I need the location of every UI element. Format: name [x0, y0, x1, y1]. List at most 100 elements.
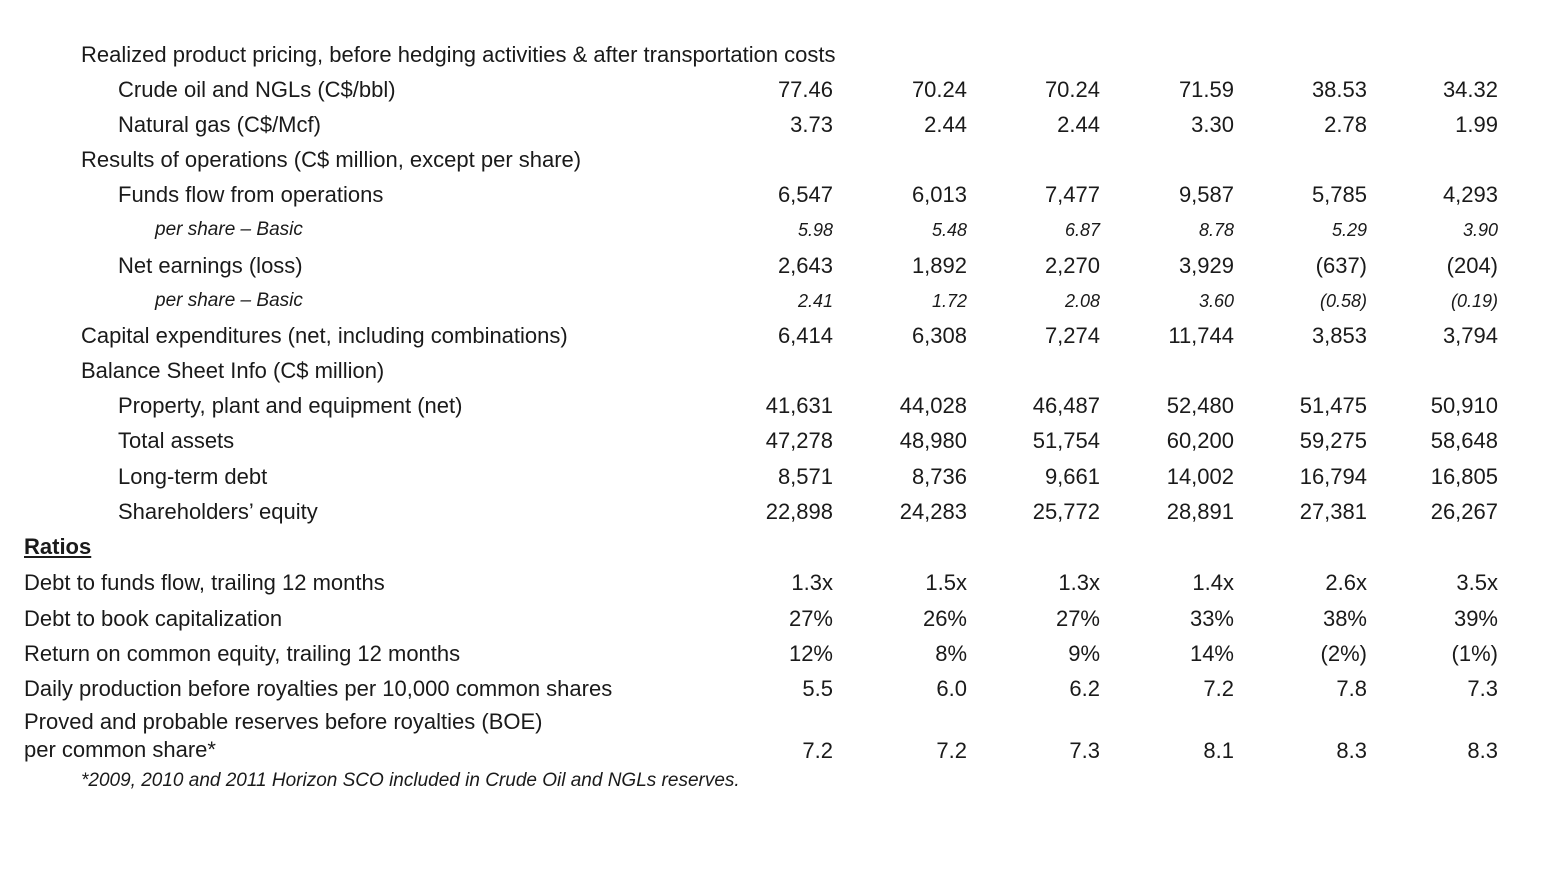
- cell-value: 14,002: [1166, 464, 1234, 489]
- cell-value: 22,898: [765, 499, 833, 524]
- table-row: Total assets 47,278 48,980 51,754 60,200…: [0, 424, 1545, 458]
- cell-value: 6.87: [1064, 220, 1100, 240]
- row-label: Debt to funds flow, trailing 12 months: [24, 570, 385, 595]
- cell-value: 77.46: [777, 77, 833, 102]
- cell-value: 8.78: [1198, 220, 1234, 240]
- table-row: per share – Basic 2.41 1.72 2.08 3.60 (0…: [0, 284, 1545, 318]
- cell-value: 7.2: [936, 738, 967, 763]
- cell-value: 16,794: [1299, 464, 1367, 489]
- cell-value: 70.24: [911, 77, 967, 102]
- cell-value: 2,643: [777, 253, 833, 278]
- cell-value: 3,929: [1178, 253, 1234, 278]
- cell-value: 8,736: [911, 464, 967, 489]
- cell-value: 2,270: [1044, 253, 1100, 278]
- table-row: Daily production before royalties per 10…: [0, 672, 1545, 706]
- cell-value: 50,910: [1430, 393, 1498, 418]
- cell-value: 39%: [1453, 606, 1498, 631]
- cell-value: 1.4x: [1192, 570, 1234, 595]
- cell-value: 8.3: [1467, 738, 1498, 763]
- cell-value: 7.8: [1336, 676, 1367, 701]
- cell-value: 6,547: [777, 182, 833, 207]
- cell-value: 1.99: [1455, 112, 1498, 137]
- cell-value: 5,785: [1311, 182, 1367, 207]
- cell-value: 7,477: [1044, 182, 1100, 207]
- table-row: Return on common equity, trailing 12 mon…: [0, 637, 1545, 671]
- cell-value: 5.98: [797, 220, 833, 240]
- row-label: Crude oil and NGLs (C$/bbl): [118, 77, 396, 102]
- cell-value: 6,414: [777, 323, 833, 348]
- row-label: per share – Basic: [155, 290, 303, 311]
- cell-value: 2.41: [797, 291, 833, 311]
- table-row: Crude oil and NGLs (C$/bbl) 77.46 70.24 …: [0, 73, 1545, 107]
- row-label: Total assets: [118, 428, 235, 453]
- cell-value: 7.2: [802, 738, 833, 763]
- ratios-heading: Ratios: [24, 534, 92, 559]
- row-label: Long-term debt: [118, 464, 268, 489]
- cell-value: 51,475: [1299, 393, 1367, 418]
- row-label: Daily production before royalties per 10…: [24, 676, 613, 701]
- cell-value: 25,772: [1032, 499, 1100, 524]
- cell-value: 2.08: [1064, 291, 1100, 311]
- table-row: Debt to funds flow, trailing 12 months 1…: [0, 566, 1545, 600]
- cell-value: 9,587: [1178, 182, 1234, 207]
- cell-value: 1.72: [931, 291, 967, 311]
- cell-value: (0.58): [1319, 291, 1367, 311]
- cell-value: 71.59: [1178, 77, 1234, 102]
- cell-value: 58,648: [1430, 428, 1498, 453]
- cell-value: 5.48: [931, 220, 967, 240]
- cell-value: 7,274: [1044, 323, 1100, 348]
- cell-value: 27%: [1055, 606, 1100, 631]
- cell-value: 47,278: [765, 428, 833, 453]
- row-label-line: per common share*: [24, 737, 216, 762]
- cell-value: 3,794: [1442, 323, 1498, 348]
- cell-value: 51,754: [1032, 428, 1100, 453]
- cell-value: 9%: [1068, 641, 1100, 666]
- cell-value: 59,275: [1299, 428, 1367, 453]
- cell-value: 3.73: [790, 112, 833, 137]
- cell-value: 44,028: [899, 393, 967, 418]
- row-label: Property, plant and equipment (net): [118, 393, 463, 418]
- cell-value: (0.19): [1450, 291, 1498, 311]
- table-row: Proved and probable reserves before roya…: [0, 708, 1545, 768]
- table-row: Property, plant and equipment (net) 41,6…: [0, 389, 1545, 423]
- cell-value: 46,487: [1032, 393, 1100, 418]
- cell-value: 4,293: [1442, 182, 1498, 207]
- cell-value: 5.5: [802, 676, 833, 701]
- cell-value: 3.30: [1191, 112, 1234, 137]
- cell-value: 1,892: [911, 253, 967, 278]
- ratios-heading-row: Ratios: [0, 530, 1545, 564]
- cell-value: 7.2: [1203, 676, 1234, 701]
- pricing-heading-row: Realized product pricing, before hedging…: [0, 38, 1545, 72]
- cell-value: 3.60: [1198, 291, 1234, 311]
- table-row: Natural gas (C$/Mcf) 3.73 2.44 2.44 3.30…: [0, 108, 1545, 142]
- cell-value: 33%: [1189, 606, 1234, 631]
- cell-value: 8%: [935, 641, 967, 666]
- cell-value: 1.5x: [925, 570, 967, 595]
- table-row: Long-term debt 8,571 8,736 9,661 14,002 …: [0, 460, 1545, 494]
- row-label: Capital expenditures (net, including com…: [81, 323, 568, 348]
- cell-value: 26%: [922, 606, 967, 631]
- cell-value: 26,267: [1430, 499, 1498, 524]
- row-label: Shareholders’ equity: [118, 499, 318, 524]
- cell-value: 2.78: [1324, 112, 1367, 137]
- cell-value: 24,283: [899, 499, 967, 524]
- cell-value: 2.6x: [1325, 570, 1367, 595]
- cell-value: 6,013: [911, 182, 967, 207]
- cell-value: 2.44: [1057, 112, 1100, 137]
- cell-value: 11,744: [1168, 323, 1234, 348]
- table-row: Debt to book capitalization 27% 26% 27% …: [0, 602, 1545, 636]
- cell-value: 6.0: [936, 676, 967, 701]
- cell-value: 3.90: [1462, 220, 1498, 240]
- cell-value: 27,381: [1299, 499, 1367, 524]
- table-row: per share – Basic 5.98 5.48 6.87 8.78 5.…: [0, 213, 1545, 247]
- cell-value: 8.3: [1336, 738, 1367, 763]
- row-label: Natural gas (C$/Mcf): [118, 112, 321, 137]
- cell-value: 6.2: [1069, 676, 1100, 701]
- row-label: Debt to book capitalization: [24, 606, 283, 631]
- cell-value: 28,891: [1166, 499, 1234, 524]
- cell-value: 1.3x: [1058, 570, 1100, 595]
- cell-value: 7.3: [1467, 676, 1498, 701]
- row-label: Net earnings (loss): [118, 253, 303, 278]
- row-label: per share – Basic: [155, 219, 303, 240]
- pricing-heading: Realized product pricing, before hedging…: [81, 42, 836, 67]
